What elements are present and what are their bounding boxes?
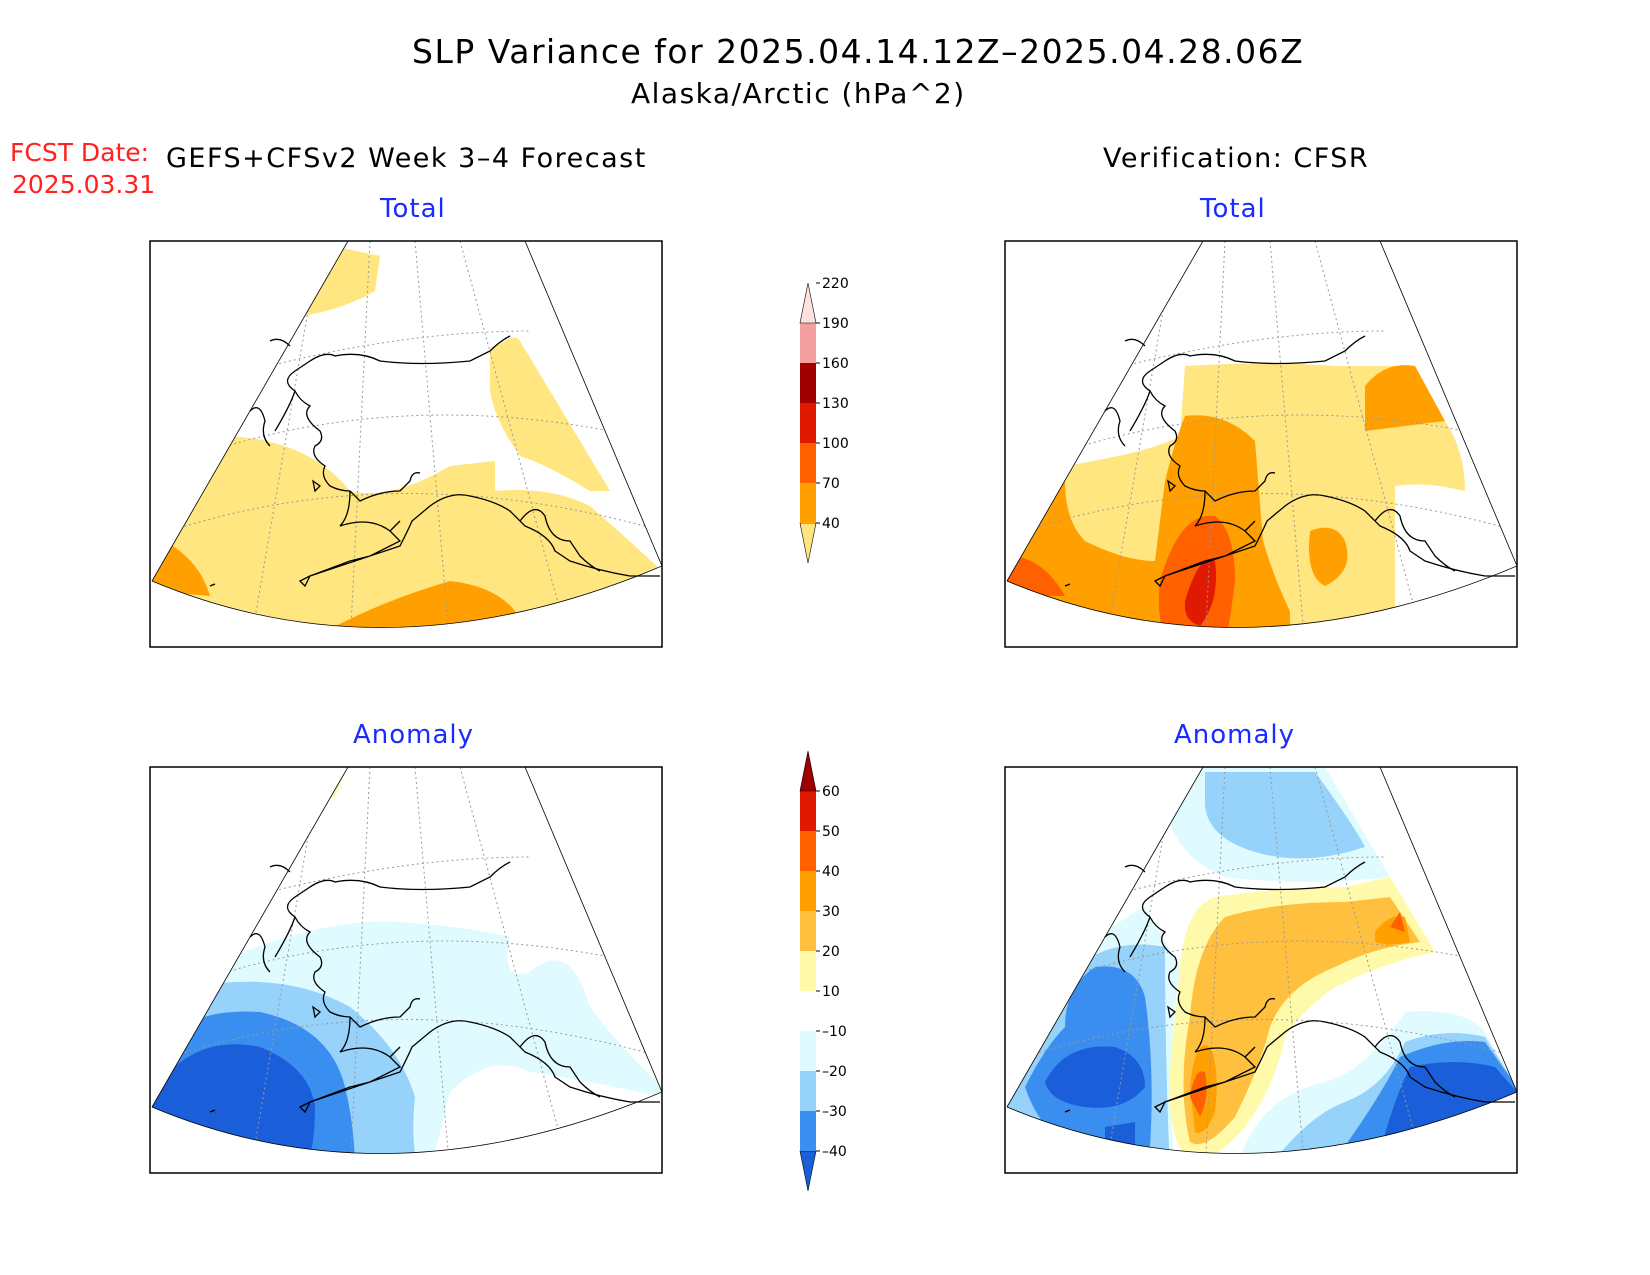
colorbar-segment: [799, 522, 817, 564]
colorbar-segment: [799, 750, 817, 792]
colorbar-tick-label: 50: [822, 824, 840, 840]
map-forecast-anomaly: [149, 766, 663, 1174]
colorbar-tick-label: 70: [822, 476, 840, 492]
colorbar-tick-label: 130: [822, 396, 849, 412]
colorbar-segment: [800, 483, 816, 523]
colorbar-segment: [799, 1150, 817, 1192]
contour-fill: [1309, 527, 1348, 586]
colorbar-segment: [800, 871, 816, 911]
panel-title-verification-anomaly: Anomaly: [1174, 720, 1296, 750]
colorbar-segment: [800, 991, 816, 1031]
contour-fill: [1390, 912, 1405, 932]
fcst-date-label: FCST Date:: [10, 138, 150, 167]
panel-title-forecast-total: Total: [380, 194, 446, 224]
colorbar-tick-label: 30: [822, 904, 840, 920]
colorbar-segment: [800, 363, 816, 403]
coastline: [209, 335, 660, 588]
contour-fill: [1205, 772, 1365, 859]
colorbar-tick-label: 220: [822, 276, 849, 292]
contour-fill: [152, 436, 662, 628]
contour-fill: [520, 1106, 535, 1127]
graticule: [169, 767, 662, 1154]
colorbar-tick-label: 10: [822, 984, 840, 1000]
colorbar-tick-label: –20: [822, 1064, 847, 1080]
colorbar-tick-label: 40: [822, 516, 840, 532]
graticule: [1024, 241, 1517, 628]
colorbar-segment: [800, 443, 816, 483]
colorbar-anomaly: –40 –30 –20 –10 10 20 30 40 50 60: [790, 750, 870, 1205]
colorbar-tick-label: 190: [822, 316, 849, 332]
colorbar-segment: [800, 403, 816, 443]
main-title: SLP Variance for 2025.04.14.12Z–2025.04.…: [412, 32, 1305, 71]
verification-label: Verification: CFSR: [1103, 143, 1370, 174]
graticule: [169, 241, 662, 628]
colorbar-segment: [800, 1071, 816, 1111]
contour-fill: [1183, 897, 1420, 1145]
forecast-label: GEFS+CFSv2 Week 3–4 Forecast: [166, 143, 647, 174]
colorbar-tick-label: 160: [822, 356, 849, 372]
main-subtitle: Alaska/Arctic (hPa^2): [631, 77, 966, 110]
coastline: [209, 861, 660, 1114]
colorbar-segment: [800, 911, 816, 951]
colorbar-segment: [800, 1111, 816, 1151]
colorbar-segment: [800, 791, 816, 831]
coastline: [1064, 861, 1515, 1114]
colorbar-segment: [800, 951, 816, 991]
graticule: [1024, 767, 1517, 1154]
coastline: [1064, 335, 1515, 588]
panel-title-verification-total: Total: [1200, 194, 1266, 224]
colorbar-segment: [800, 831, 816, 871]
panel-title-forecast-anomaly: Anomaly: [353, 720, 475, 750]
colorbar-segment: [800, 323, 816, 363]
colorbar-segment: [799, 282, 817, 324]
map-verification-total: [1004, 240, 1518, 648]
colorbar-total: 40 70 100 130 160 190 220: [790, 276, 870, 617]
colorbar-tick-label: –40: [822, 1144, 847, 1160]
contour-fill: [300, 581, 522, 628]
colorbar-tick-label: 100: [822, 436, 849, 452]
contour-fill: [1190, 1071, 1207, 1117]
map-verification-anomaly: [1004, 766, 1518, 1174]
contour-fill: [1365, 365, 1445, 431]
colorbar-tick-label: –30: [822, 1104, 847, 1120]
colorbar-tick-label: 20: [822, 944, 840, 960]
contour-fill: [490, 337, 610, 491]
colorbar-segment: [800, 1031, 816, 1071]
contour-fill: [1045, 1046, 1145, 1108]
map-forecast-total: [149, 240, 663, 648]
colorbar-tick-label: 60: [822, 784, 840, 800]
colorbar-tick-label: –10: [822, 1024, 847, 1040]
fcst-date-value: 2025.03.31: [12, 170, 156, 199]
colorbar-tick-label: 40: [822, 864, 840, 880]
